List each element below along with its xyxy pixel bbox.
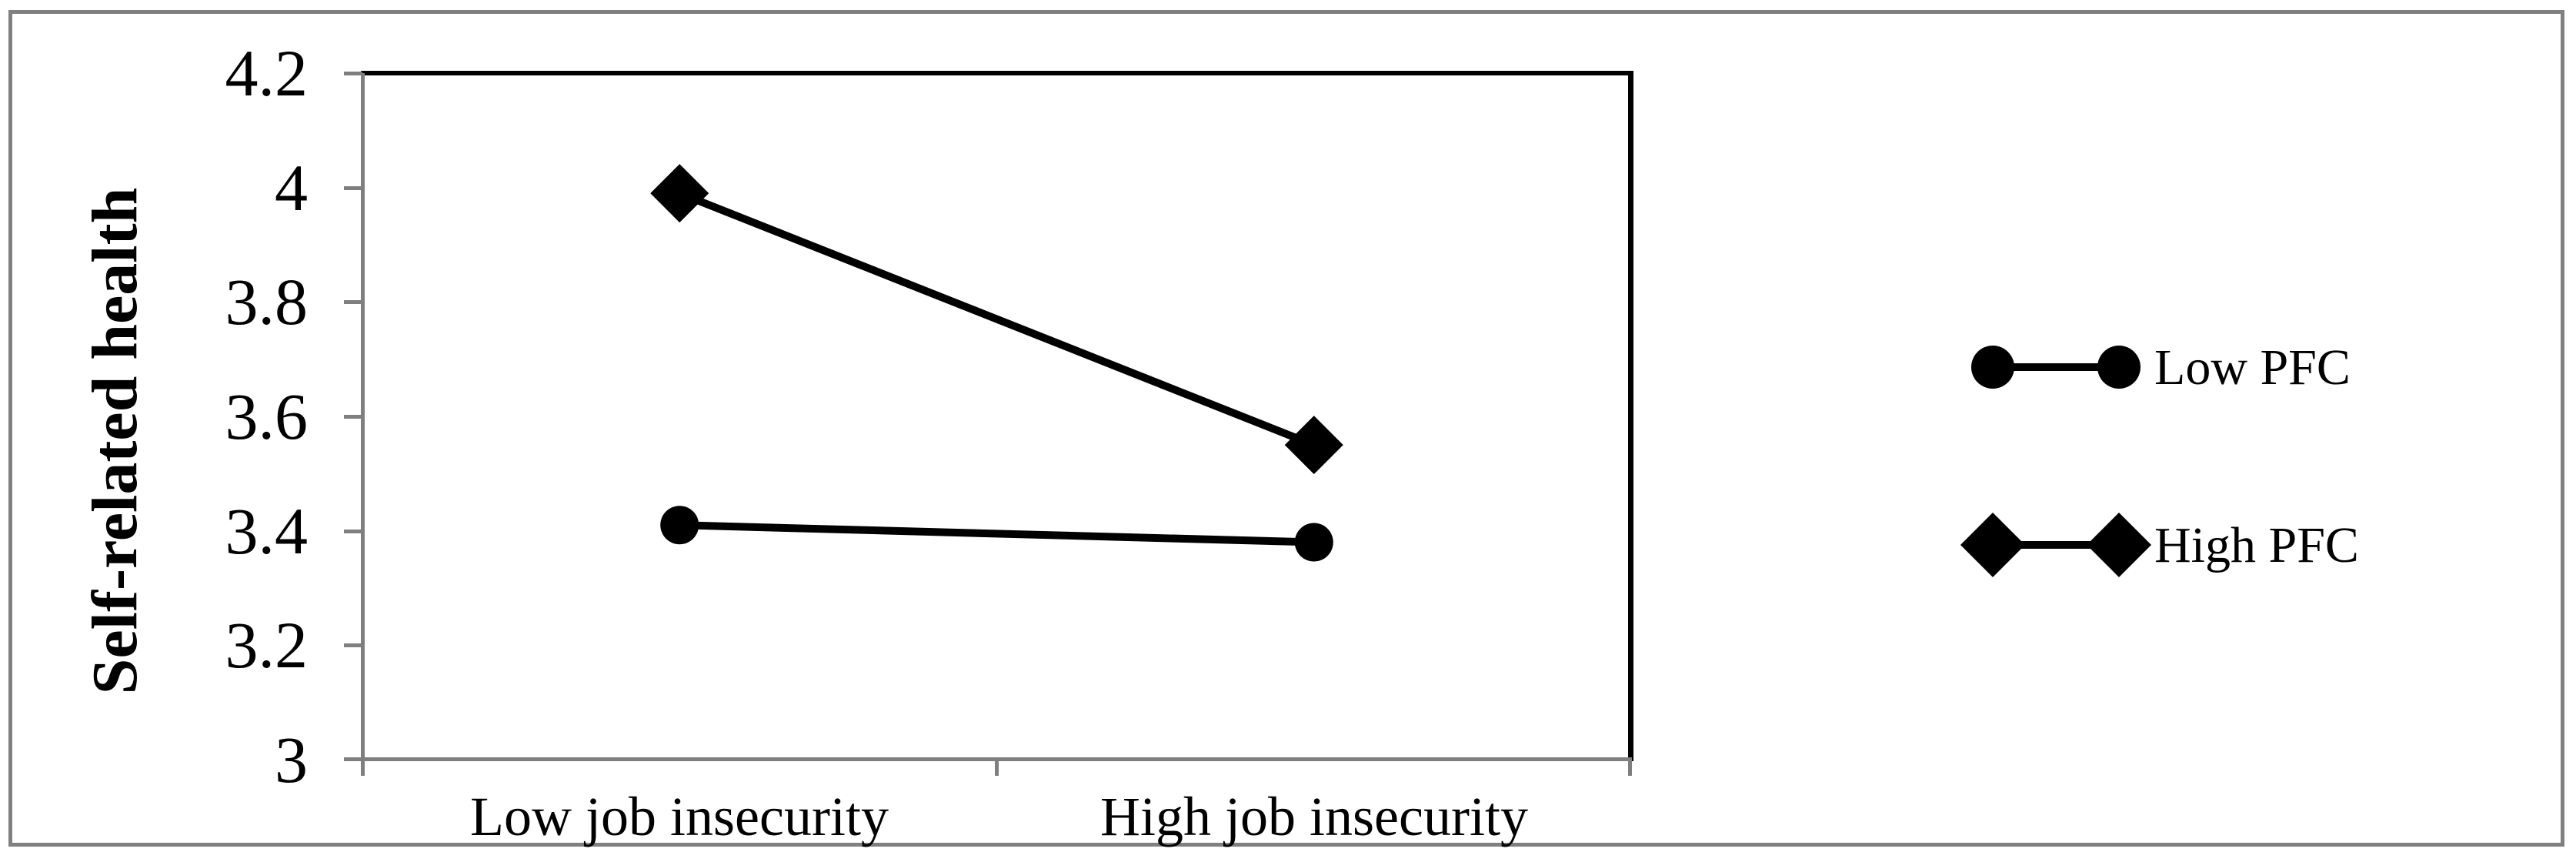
- y-tick-mark: [344, 530, 362, 533]
- y-axis-line: [361, 73, 365, 776]
- figure-border: [8, 10, 2564, 847]
- legend-label-high-pfc: High PFC: [2154, 517, 2359, 573]
- y-axis-title: Self-related health: [79, 187, 151, 695]
- y-tick-mark: [344, 415, 362, 419]
- y-tick-label: 4: [275, 151, 308, 225]
- y-tick-label: 3.4: [225, 494, 309, 568]
- y-tick-mark: [344, 300, 362, 304]
- y-tick-mark: [344, 186, 362, 190]
- x-category-label-high-job-insecurity: High job insecurity: [1100, 786, 1528, 847]
- plot-area-top-border: [361, 71, 1633, 75]
- y-tick-label: 3.2: [225, 608, 309, 682]
- x-category-label-low-job-insecurity: Low job insecurity: [470, 786, 889, 847]
- x-tick-mark: [1628, 760, 1632, 776]
- y-tick-label: 3.8: [225, 265, 309, 339]
- legend-label-low-pfc: Low PFC: [2154, 339, 2351, 396]
- y-tick-label: 3: [275, 723, 308, 797]
- x-tick-mark: [995, 760, 999, 776]
- y-tick-mark: [344, 643, 362, 647]
- y-tick-label: 4.2: [225, 36, 309, 110]
- plot-area-right-border: [1628, 71, 1633, 761]
- x-axis-line: [344, 757, 1632, 761]
- y-tick-mark: [344, 72, 362, 75]
- y-tick-label: 3.6: [225, 379, 309, 453]
